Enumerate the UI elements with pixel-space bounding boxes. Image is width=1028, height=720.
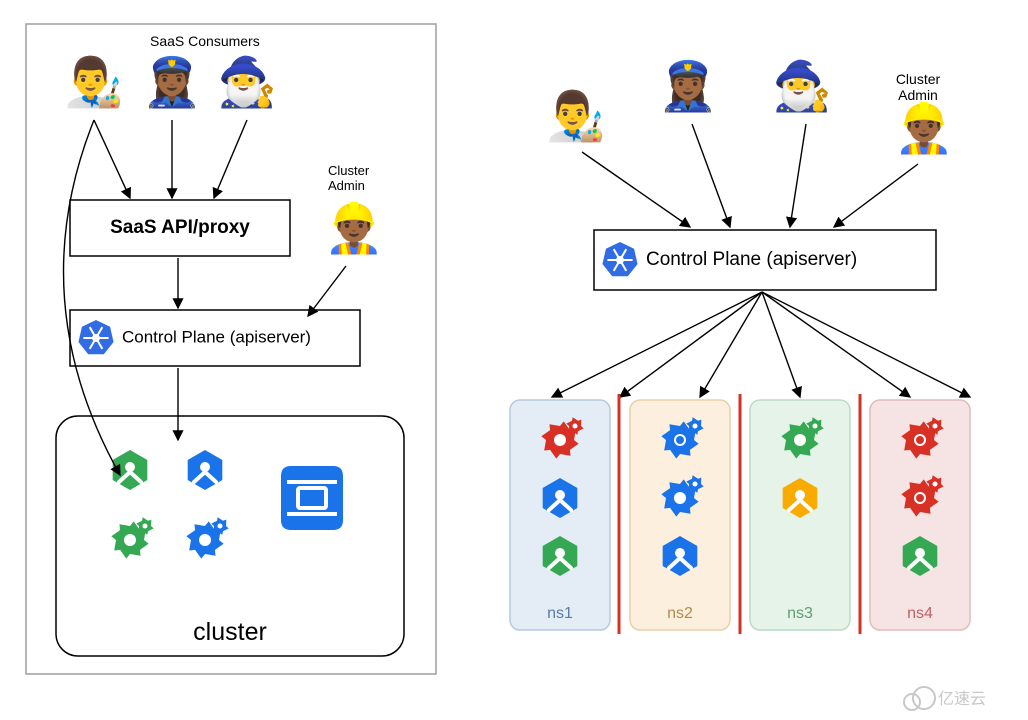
namespace-label: ns2 [667, 605, 693, 622]
namespace-label: ns1 [547, 605, 573, 622]
svg-text:cluster: cluster [193, 618, 267, 646]
arrow [582, 152, 690, 227]
arrow [834, 164, 918, 227]
watermark-text: 亿速云 [938, 690, 986, 708]
svg-text:Admin: Admin [328, 178, 365, 193]
svg-text:Control Plane (apiserver): Control Plane (apiserver) [646, 249, 857, 270]
arrow [620, 292, 762, 397]
consumer-emoji: 👷🏾‍♂️ [894, 101, 954, 156]
consumer-emoji: 🧙‍♂️ [217, 55, 277, 110]
arrow [762, 292, 970, 397]
namespace-label: ns3 [787, 605, 813, 622]
svg-text:Cluster: Cluster [896, 71, 941, 87]
consumer-emoji: 🧙‍♂️ [772, 59, 832, 114]
svg-text:Admin: Admin [898, 87, 938, 103]
consumer-emoji: 👮🏾‍♀️ [658, 59, 718, 114]
consumer-emoji: 👨‍🎨 [64, 55, 124, 110]
arrow [790, 124, 806, 227]
svg-text:Cluster: Cluster [328, 163, 370, 178]
consumer-emoji: 👮🏾‍♀️ [142, 55, 202, 110]
arrow [692, 124, 730, 227]
saas-consumers-label: SaaS Consumers [150, 33, 260, 49]
watermark-icon [904, 687, 935, 710]
arrow [762, 292, 910, 397]
namespace-label: ns4 [907, 605, 933, 622]
consumer-emoji: 👨‍🎨 [546, 89, 606, 144]
cluster-admin-emoji: 👷🏾‍♂️ [324, 201, 384, 256]
svg-text:Control Plane (apiserver): Control Plane (apiserver) [122, 327, 311, 346]
svg-text:SaaS API/proxy: SaaS API/proxy [110, 217, 250, 238]
